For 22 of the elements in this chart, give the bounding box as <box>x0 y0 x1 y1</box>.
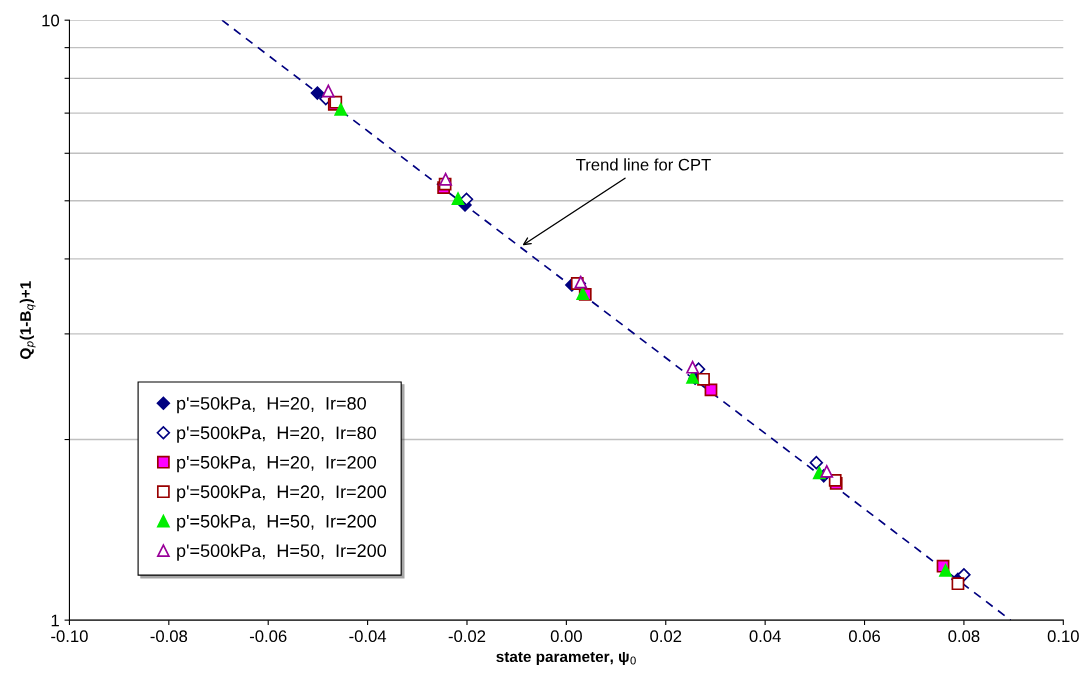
legend-label: p'=50kPa, H=20, Ir=80 <box>177 396 366 414</box>
x-tick-label: -0.02 <box>448 630 486 643</box>
x-tick-label: 0.06 <box>848 630 881 643</box>
x-tick-label: -0.08 <box>150 630 188 643</box>
y-axis-title: Q$_{p}$(1-B$_{q}$)+1 <box>19 281 36 359</box>
legend-label: p'=500kPa, H=50, Ir=200 <box>177 543 387 561</box>
x-tick-label: 0.08 <box>948 630 980 643</box>
x-tick-label: 0.04 <box>749 630 781 643</box>
y-tick-label: 10 <box>42 14 60 27</box>
x-tick-label: -0.06 <box>249 630 287 643</box>
x-tick-label: -0.10 <box>51 630 88 643</box>
legend-label: p'=50kPa, H=20, Ir=200 <box>177 455 376 473</box>
legend-label: p'=500kPa, H=20, Ir=200 <box>177 484 387 502</box>
legend-label: p'=500kPa, H=20, Ir=80 <box>177 425 376 443</box>
x-axis-title: state parameter, ψ$_{0}$ <box>496 651 636 666</box>
y-tick-label: 1 <box>51 614 59 627</box>
legend-label: p'=50kPa, H=50, Ir=200 <box>177 514 376 532</box>
x-tick-label: 0.10 <box>1047 630 1079 643</box>
x-tick-label: -0.04 <box>349 630 387 643</box>
annotation: Trend line for CPT <box>576 158 711 171</box>
x-tick-label: 0.02 <box>650 630 682 643</box>
x-tick-label: 0.00 <box>550 630 582 643</box>
